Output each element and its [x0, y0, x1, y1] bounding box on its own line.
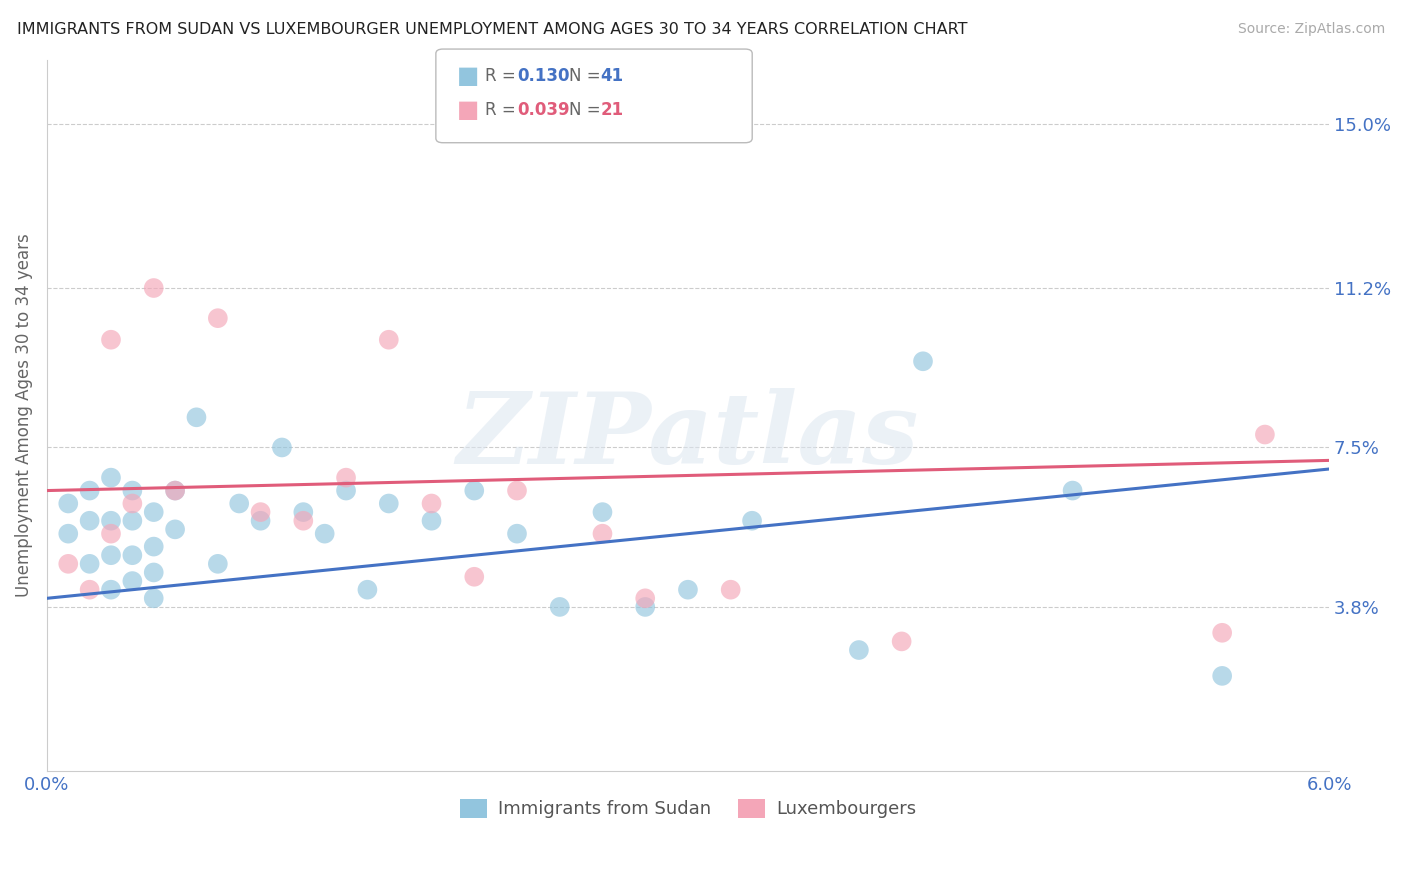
Point [1211, 669, 1233, 683]
Text: ■: ■ [457, 98, 479, 121]
Point [292, 505, 315, 519]
Point [186, 410, 208, 425]
Point [420, 496, 443, 510]
Point [335, 483, 357, 498]
Text: 21: 21 [600, 101, 623, 119]
Point [207, 311, 229, 326]
Point [142, 505, 165, 519]
Point [58, 526, 80, 541]
Text: N =: N = [569, 101, 606, 119]
Point [506, 526, 529, 541]
Point [848, 643, 870, 657]
Point [121, 574, 143, 588]
Point [741, 514, 763, 528]
Text: ZIPatlas: ZIPatlas [457, 388, 920, 484]
Point [121, 483, 143, 498]
Point [890, 634, 912, 648]
Point [720, 582, 742, 597]
Point [121, 496, 143, 510]
Point [592, 526, 614, 541]
Point [592, 505, 614, 519]
Point [335, 470, 357, 484]
Point [314, 526, 336, 541]
Point [1254, 427, 1277, 442]
Point [463, 570, 485, 584]
Point [1062, 483, 1084, 498]
Point [121, 548, 143, 562]
Point [356, 582, 378, 597]
Point [58, 496, 80, 510]
Point [79, 582, 101, 597]
Point [58, 557, 80, 571]
Point [79, 557, 101, 571]
Text: 0.039: 0.039 [517, 101, 569, 119]
Point [249, 514, 271, 528]
Point [1211, 625, 1233, 640]
Text: 41: 41 [600, 67, 623, 85]
Text: IMMIGRANTS FROM SUDAN VS LUXEMBOURGER UNEMPLOYMENT AMONG AGES 30 TO 34 YEARS COR: IMMIGRANTS FROM SUDAN VS LUXEMBOURGER UN… [17, 22, 967, 37]
Point [121, 514, 143, 528]
Text: 0.130: 0.130 [517, 67, 569, 85]
Point [634, 591, 657, 606]
Point [548, 599, 571, 614]
Point [79, 514, 101, 528]
Point [79, 483, 101, 498]
Point [165, 483, 187, 498]
Point [271, 441, 294, 455]
Point [142, 591, 165, 606]
Text: R =: R = [485, 101, 522, 119]
Point [249, 505, 271, 519]
Point [506, 483, 529, 498]
Y-axis label: Unemployment Among Ages 30 to 34 years: Unemployment Among Ages 30 to 34 years [15, 234, 32, 597]
Point [228, 496, 250, 510]
Point [463, 483, 485, 498]
Point [100, 548, 122, 562]
Point [634, 599, 657, 614]
Legend: Immigrants from Sudan, Luxembourgers: Immigrants from Sudan, Luxembourgers [453, 792, 924, 826]
Point [165, 522, 187, 536]
Point [100, 470, 122, 484]
Point [207, 557, 229, 571]
Point [142, 281, 165, 295]
Text: Source: ZipAtlas.com: Source: ZipAtlas.com [1237, 22, 1385, 37]
Point [420, 514, 443, 528]
Text: N =: N = [569, 67, 606, 85]
Point [676, 582, 699, 597]
Point [911, 354, 934, 368]
Point [165, 483, 187, 498]
Point [292, 514, 315, 528]
Point [100, 582, 122, 597]
Point [142, 540, 165, 554]
Text: ■: ■ [457, 64, 479, 87]
Point [100, 333, 122, 347]
Point [100, 514, 122, 528]
Point [142, 566, 165, 580]
Text: R =: R = [485, 67, 522, 85]
Point [378, 496, 401, 510]
Point [378, 333, 401, 347]
Point [100, 526, 122, 541]
